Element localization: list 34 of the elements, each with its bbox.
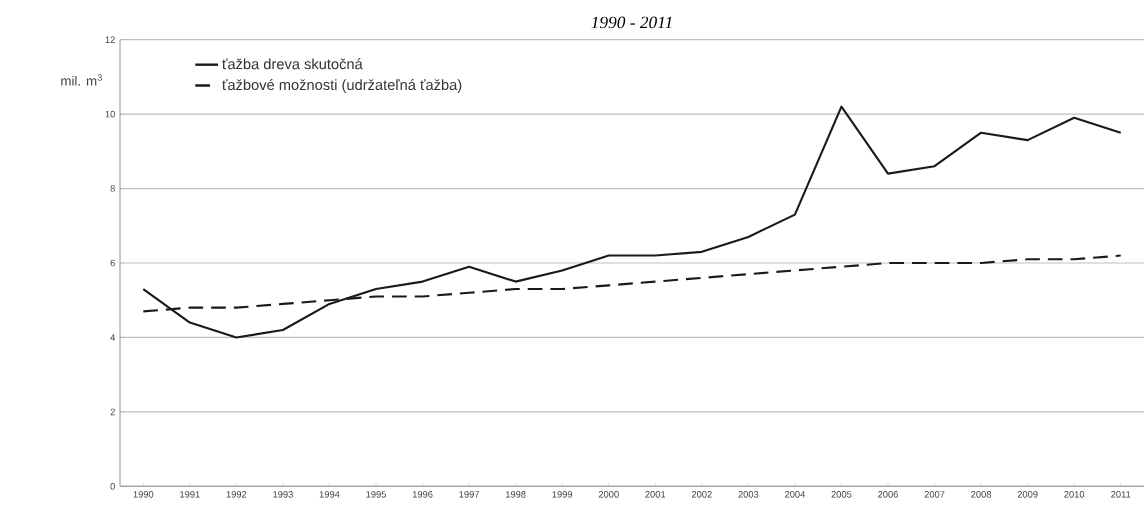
x-tick-label: 2003	[738, 491, 759, 498]
x-tick-label: 2000	[598, 491, 619, 498]
x-tick-label: 2011	[1111, 491, 1131, 498]
x-tick-label: 2004	[784, 491, 806, 498]
y-tick-label: 2	[110, 408, 115, 416]
x-tick-label: 1991	[180, 491, 200, 498]
line-series	[142, 105, 1122, 339]
x-tick-label: 2009	[1017, 491, 1038, 498]
x-tick-label: 2005	[831, 491, 852, 498]
x-tick-label: 2001	[645, 491, 666, 498]
legend-label: ťažbové možnosti (udržateľná ťažba)	[222, 79, 462, 93]
x-tick-label: 1992	[226, 491, 247, 498]
x-tick-label: 1998	[505, 491, 526, 498]
x-tick-label: 1995	[366, 491, 386, 498]
x-tick-label: 1999	[552, 491, 573, 498]
y-tick-label: 10	[105, 110, 115, 118]
x-tick-label: 2008	[971, 491, 992, 498]
x-tick-label: 2007	[924, 491, 945, 498]
x-tick-label: 1997	[459, 491, 480, 498]
y-tick-label: 12	[105, 36, 115, 43]
x-tick-label: 1996	[412, 491, 433, 498]
legend-label: ťažba dreva skutočná	[222, 58, 363, 70]
y-axis-title: mil. m$^{3}$	[61, 74, 102, 86]
y-tick-label: 8	[110, 185, 115, 192]
y-tick-label: 6	[110, 259, 115, 267]
x-tick-label: 2010	[1064, 491, 1085, 498]
y-tick-label: 4	[110, 334, 116, 341]
y-tick-label: 0	[110, 483, 115, 490]
x-tick-label: 1993	[273, 491, 293, 498]
x-tick-label: 2006	[878, 491, 898, 498]
x-tick-label: 1994	[319, 491, 340, 498]
x-tick-label: 2002	[691, 491, 712, 498]
x-tick-label: 1990	[133, 491, 154, 498]
chart-title: 1990 - 2011	[591, 16, 672, 29]
